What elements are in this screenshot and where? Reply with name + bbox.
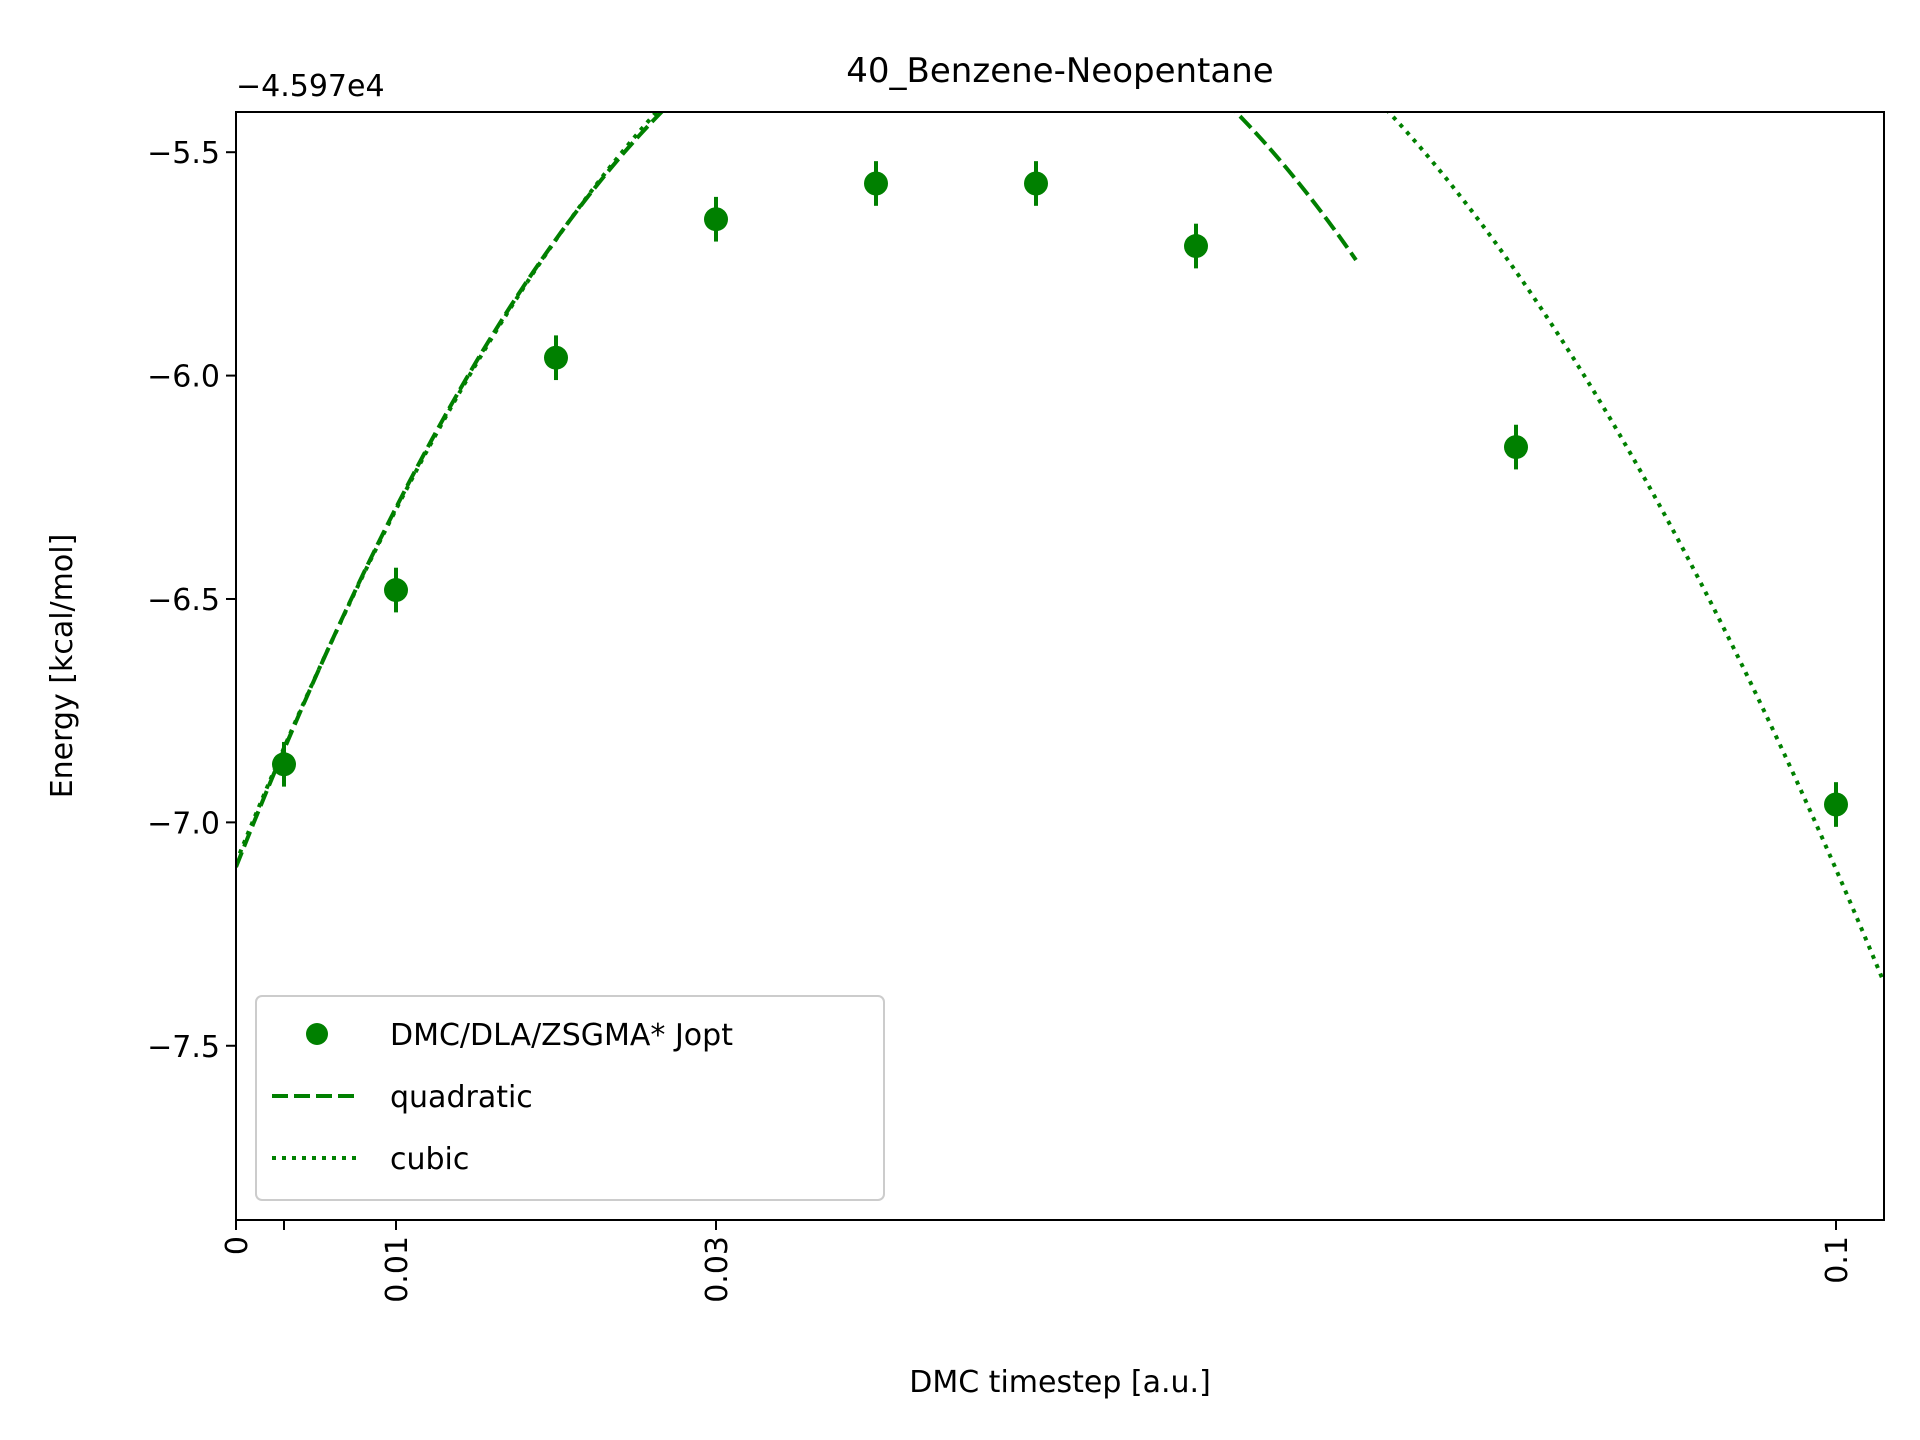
data-point bbox=[272, 752, 296, 777]
tick-layer: 0 0.01 0.03 0.1 −5.5 −6.0 −6.5 −7.0 −7.5 bbox=[147, 136, 1855, 1303]
fit-line-cubic bbox=[236, 112, 1884, 984]
fit-line-quadratic bbox=[236, 112, 1358, 868]
y-offset-label: −4.597e4 bbox=[236, 69, 385, 104]
y-tick-label: −5.5 bbox=[147, 136, 220, 171]
legend-label-quadratic: quadratic bbox=[390, 1080, 533, 1115]
series-layer bbox=[236, 112, 1884, 984]
y-tick-label: −6.5 bbox=[147, 583, 220, 618]
x-axis-label: DMC timestep [a.u.] bbox=[909, 1365, 1211, 1400]
data-point bbox=[384, 578, 408, 603]
y-tick-label: −7.5 bbox=[147, 1030, 220, 1065]
x-tick-label: 0.1 bbox=[1820, 1236, 1855, 1284]
chart-title: 40_Benzene-Neopentane bbox=[846, 51, 1273, 91]
data-point bbox=[1504, 435, 1528, 460]
x-tick-label: 0.03 bbox=[700, 1236, 735, 1303]
y-axis-label: Energy [kcal/mol] bbox=[45, 534, 80, 799]
x-tick-label: 0.01 bbox=[380, 1236, 415, 1303]
data-point bbox=[1024, 171, 1048, 196]
data-point bbox=[1824, 792, 1848, 817]
x-tick-label: 0 bbox=[220, 1236, 255, 1255]
data-point bbox=[704, 207, 728, 232]
data-point bbox=[864, 171, 888, 196]
legend-label-cubic: cubic bbox=[390, 1142, 469, 1177]
legend-frame bbox=[255, 995, 885, 1201]
y-tick-label: −6.0 bbox=[147, 360, 220, 395]
legend-label-dmc: DMC/DLA/ZSGMA* Jopt bbox=[390, 1018, 733, 1053]
legend-marker-dmc bbox=[306, 1023, 328, 1045]
legend: DMC/DLA/ZSGMA* Jopt quadratic cubic bbox=[255, 995, 885, 1201]
y-tick-label: −7.0 bbox=[147, 806, 220, 841]
data-point bbox=[1184, 234, 1208, 259]
plot-frame bbox=[235, 111, 1885, 1221]
data-point bbox=[544, 345, 568, 370]
